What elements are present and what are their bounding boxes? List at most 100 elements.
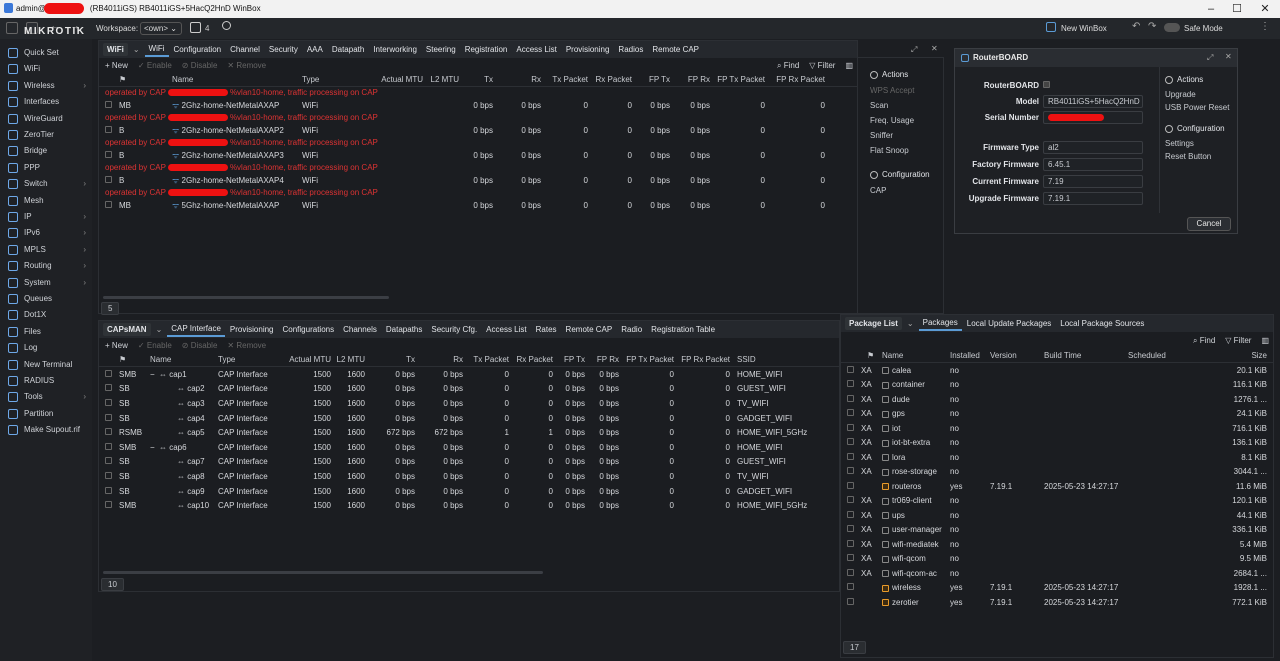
column-l2-mtu[interactable]: L2 MTU bbox=[336, 355, 365, 364]
cap-interface-name[interactable]: ⇔ cap3 bbox=[147, 399, 215, 408]
row-checkbox-cell[interactable] bbox=[99, 101, 113, 110]
routerboard-checkbox[interactable] bbox=[1043, 81, 1050, 88]
package-name[interactable]: zerotier bbox=[879, 598, 947, 607]
window-title-tab[interactable]: CAPsMAN bbox=[103, 323, 151, 336]
tab-configurations[interactable]: Configurations bbox=[282, 325, 335, 334]
action-wps-accept[interactable]: WPS Accept bbox=[870, 86, 915, 95]
sidebar-item-mesh[interactable]: Mesh bbox=[0, 193, 92, 209]
row-checkbox-cell[interactable] bbox=[99, 486, 113, 496]
tab-remote-cap[interactable]: Remote CAP bbox=[652, 45, 700, 54]
tab-provisioning[interactable]: Provisioning bbox=[565, 45, 610, 54]
row-checkbox[interactable] bbox=[847, 496, 854, 504]
row-checkbox-cell[interactable] bbox=[841, 583, 861, 592]
tab-radio[interactable]: Radio bbox=[621, 325, 643, 334]
tab-configuration[interactable]: Configuration bbox=[173, 45, 222, 54]
table-row[interactable]: SMB ⇔ cap10 CAP Interface 1500 1600 0 bps 0 bp… bbox=[99, 498, 839, 513]
column-type[interactable]: Type bbox=[302, 75, 320, 84]
column-rx[interactable]: Rx bbox=[531, 75, 541, 84]
row-checkbox-cell[interactable] bbox=[99, 471, 113, 481]
remove-button[interactable]: ✕ Remove bbox=[227, 61, 267, 70]
sidebar-item-wifi[interactable]: WiFi bbox=[0, 61, 92, 77]
search-icon[interactable] bbox=[222, 21, 231, 30]
package-name[interactable]: user-manager bbox=[879, 525, 947, 534]
row-checkbox[interactable] bbox=[105, 126, 112, 133]
undo-icon[interactable]: ↶ bbox=[1132, 21, 1141, 32]
table-row[interactable]: XA wifi-qcom-ac no 2684.1 ... bbox=[841, 566, 1273, 581]
tab-security-cfg[interactable]: Security Cfg. bbox=[431, 325, 478, 334]
column-type[interactable]: Type bbox=[218, 355, 236, 364]
package-name[interactable]: calea bbox=[879, 366, 947, 375]
row-checkbox-cell[interactable] bbox=[99, 501, 113, 510]
row-checkbox-cell[interactable] bbox=[841, 554, 861, 563]
sidebar-item-files[interactable]: Files bbox=[0, 324, 92, 340]
tree-collapse-icon[interactable]: − bbox=[150, 369, 155, 379]
row-checkbox[interactable] bbox=[105, 176, 112, 183]
column-tx[interactable]: Tx bbox=[406, 355, 415, 364]
horizontal-scrollbar[interactable] bbox=[103, 571, 543, 574]
column-installed[interactable]: Installed bbox=[950, 351, 980, 360]
tab-registration-table[interactable]: Registration Table bbox=[651, 325, 716, 334]
forward-icon[interactable]: → bbox=[70, 21, 80, 32]
column-build-time[interactable]: Build Time bbox=[1044, 351, 1082, 360]
cap-interface-name[interactable]: ⇔ cap2 bbox=[147, 384, 215, 393]
row-checkbox[interactable] bbox=[105, 413, 112, 421]
column-scheduled[interactable]: Scheduled bbox=[1128, 351, 1166, 360]
interface-name[interactable]: ᯤ 2Ghz-home-NetMetalAXAP bbox=[169, 100, 299, 111]
table-row[interactable]: XA ups no 44.1 KiB bbox=[841, 508, 1273, 523]
cap-interface-name[interactable]: ⇔ cap7 bbox=[147, 457, 215, 466]
table-row[interactable]: XA gps no 24.1 KiB bbox=[841, 407, 1273, 422]
column-name[interactable]: Name bbox=[882, 351, 904, 360]
column-tx-packet[interactable]: Tx Packet bbox=[473, 355, 509, 364]
window-title-tab[interactable]: Package List bbox=[845, 317, 902, 330]
tab-channel[interactable]: Channel bbox=[230, 45, 260, 54]
column-fp-rx[interactable]: FP Rx bbox=[596, 355, 619, 364]
row-checkbox[interactable] bbox=[847, 568, 854, 576]
table-row[interactable]: XA rose-storage no 3044.1 ... bbox=[841, 465, 1273, 480]
table-row[interactable]: XA calea no 20.1 KiB bbox=[841, 363, 1273, 378]
sidebar-item-switch[interactable]: Switch › bbox=[0, 176, 92, 192]
sidebar-item-routing[interactable]: Routing › bbox=[0, 258, 92, 274]
tree-collapse-icon[interactable]: − bbox=[150, 442, 155, 452]
row-checkbox-cell[interactable] bbox=[99, 126, 113, 135]
row-checkbox[interactable] bbox=[105, 471, 112, 479]
row-checkbox-cell[interactable] bbox=[841, 510, 861, 520]
tab-remote-cap[interactable]: Remote CAP bbox=[565, 325, 613, 334]
row-checkbox-cell[interactable] bbox=[841, 481, 861, 491]
row-checkbox[interactable] bbox=[847, 452, 854, 460]
wifi-close-icon[interactable]: ✕ bbox=[931, 44, 938, 53]
row-checkbox[interactable] bbox=[847, 510, 854, 518]
windows-icon[interactable] bbox=[190, 22, 201, 33]
sidebar-item-new-terminal[interactable]: New Terminal bbox=[0, 357, 92, 373]
tab-access-list[interactable]: Access List bbox=[486, 325, 527, 334]
cap-interface-name[interactable]: ⇔ cap10 bbox=[147, 501, 215, 510]
row-checkbox-cell[interactable] bbox=[841, 423, 861, 433]
safe-mode-toggle[interactable] bbox=[1164, 23, 1180, 32]
enable-button[interactable]: ✓ Enable bbox=[137, 61, 172, 70]
package-name[interactable]: lora bbox=[879, 453, 947, 462]
action-usb-power-reset[interactable]: USB Power Reset bbox=[1165, 103, 1230, 112]
interface-name[interactable]: ᯤ 2Ghz-home-NetMetalAXAP3 bbox=[169, 150, 299, 161]
tab-registration[interactable]: Registration bbox=[464, 45, 508, 54]
column-rx-packet[interactable]: Rx Packet bbox=[595, 75, 632, 84]
column-fp-tx-packet[interactable]: FP Tx Packet bbox=[626, 355, 674, 364]
table-row[interactable]: XA iot-bt-extra no 136.1 KiB bbox=[841, 436, 1273, 451]
row-checkbox[interactable] bbox=[847, 394, 854, 402]
sidebar-item-make-supout-rif[interactable]: Make Supout.rif bbox=[0, 422, 92, 438]
sidebar-item-ip[interactable]: IP › bbox=[0, 209, 92, 225]
table-row[interactable]: MB ᯤ 2Ghz-home-NetMetalAXAP WiFi 0 bps 0 bps… bbox=[99, 99, 857, 112]
row-checkbox-cell[interactable] bbox=[99, 442, 113, 452]
workspace-select[interactable]: <own> ⌄ bbox=[140, 22, 182, 35]
row-checkbox[interactable] bbox=[847, 554, 854, 562]
cap-interface-name[interactable]: − ⇔ cap6 bbox=[147, 443, 215, 452]
row-checkbox[interactable] bbox=[847, 423, 854, 431]
flags-column[interactable]: ⚑ bbox=[119, 75, 127, 84]
interface-name[interactable]: ᯤ 2Ghz-home-NetMetalAXAP4 bbox=[169, 175, 299, 186]
tab-local-update-packages[interactable]: Local Update Packages bbox=[966, 319, 1052, 328]
column-ssid[interactable]: SSID bbox=[737, 355, 756, 364]
interface-name[interactable]: ᯤ 2Ghz-home-NetMetalAXAP2 bbox=[169, 125, 299, 136]
column-tx[interactable]: Tx bbox=[484, 75, 493, 84]
table-row[interactable]: XA tr069-client no 120.1 KiB bbox=[841, 494, 1273, 509]
undock-icon[interactable]: ⤢ bbox=[1207, 53, 1214, 62]
